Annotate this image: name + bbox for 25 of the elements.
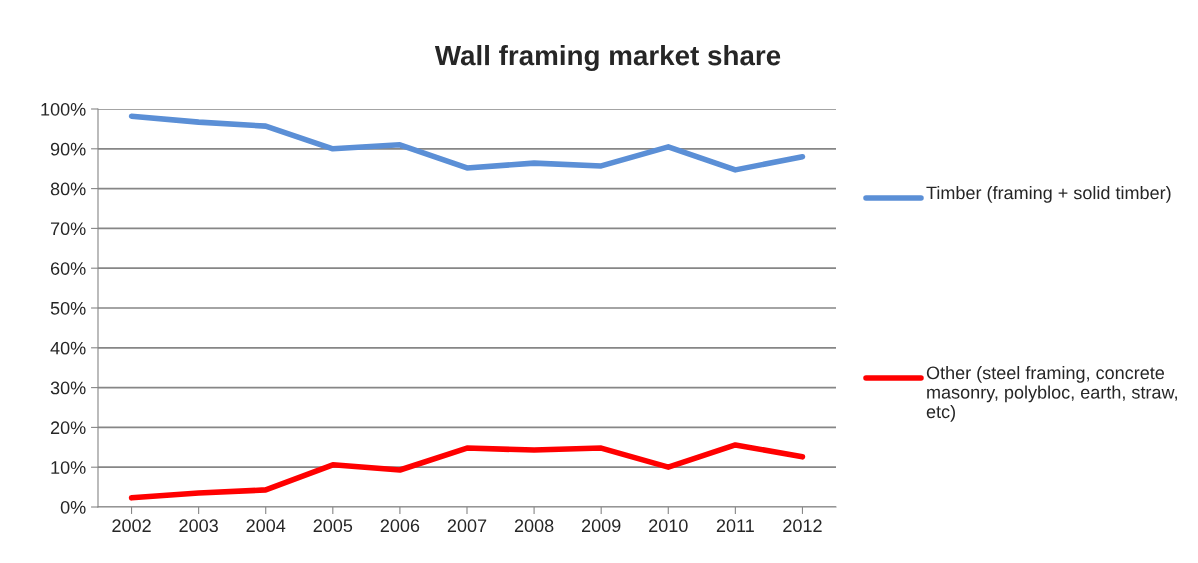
y-tick-label: 90% [50, 142, 86, 156]
x-tick-label: 2003 [179, 519, 218, 533]
x-tick-label: 2004 [246, 519, 286, 533]
y-tick-label: 80% [50, 182, 86, 196]
y-tick-label: 10% [51, 461, 86, 474]
y-tick-label: 60% [50, 262, 86, 275]
x-tick-label: 2006 [380, 519, 420, 533]
y-tick-label: 30% [50, 381, 86, 395]
x-tick-label: 2009 [582, 519, 621, 533]
y-tick-label: 70% [50, 222, 86, 236]
chart-title: Wall framing market share [434, 44, 781, 72]
x-tick-label: 2012 [783, 519, 822, 533]
x-tick-label: 2007 [447, 519, 487, 533]
y-tick-label: 100% [41, 102, 86, 116]
legend-label: Other (steel framing, concrete masonry, polybloc, earth, straw, etc) [926, 366, 1177, 422]
y-tick-label: 50% [50, 301, 86, 315]
y-tick-label: 20% [50, 421, 86, 435]
x-tick-label: 2010 [649, 519, 688, 533]
x-tick-label: 2005 [313, 519, 353, 533]
y-tick-label: 0% [60, 500, 86, 514]
x-tick-label: 2008 [514, 519, 554, 533]
y-tick-label: 40% [50, 341, 86, 355]
x-tick-label: 2002 [112, 519, 151, 533]
x-tick-label: 2011 [716, 519, 754, 533]
legend-label: Timber (framing + solid timber) [926, 186, 1171, 203]
